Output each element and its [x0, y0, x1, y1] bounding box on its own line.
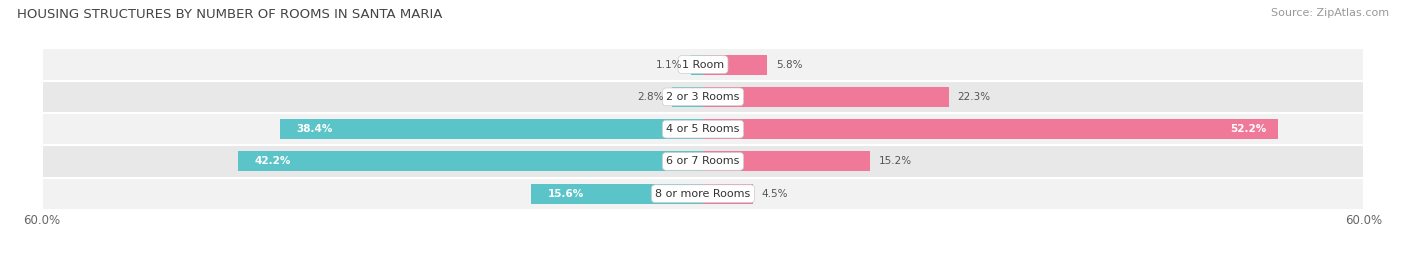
- Text: HOUSING STRUCTURES BY NUMBER OF ROOMS IN SANTA MARIA: HOUSING STRUCTURES BY NUMBER OF ROOMS IN…: [17, 8, 443, 21]
- Bar: [703, 184, 752, 204]
- Text: 22.3%: 22.3%: [957, 92, 991, 102]
- Text: 2 or 3 Rooms: 2 or 3 Rooms: [666, 92, 740, 102]
- Bar: [703, 119, 1278, 139]
- Bar: [238, 151, 703, 171]
- Text: 5.8%: 5.8%: [776, 59, 803, 70]
- Bar: [42, 81, 1364, 113]
- Text: 42.2%: 42.2%: [254, 156, 291, 167]
- Text: 4 or 5 Rooms: 4 or 5 Rooms: [666, 124, 740, 134]
- Bar: [42, 113, 1364, 145]
- Bar: [672, 87, 703, 107]
- Bar: [42, 145, 1364, 178]
- Bar: [42, 178, 1364, 210]
- Bar: [531, 184, 703, 204]
- Bar: [280, 119, 703, 139]
- Text: 2.8%: 2.8%: [637, 92, 664, 102]
- Bar: [690, 55, 703, 75]
- Text: 1.1%: 1.1%: [655, 59, 682, 70]
- Text: 8 or more Rooms: 8 or more Rooms: [655, 189, 751, 199]
- Text: 15.6%: 15.6%: [548, 189, 583, 199]
- Text: 52.2%: 52.2%: [1230, 124, 1267, 134]
- Text: Source: ZipAtlas.com: Source: ZipAtlas.com: [1271, 8, 1389, 18]
- Text: 38.4%: 38.4%: [297, 124, 333, 134]
- Text: 15.2%: 15.2%: [879, 156, 912, 167]
- Bar: [42, 48, 1364, 81]
- Text: 6 or 7 Rooms: 6 or 7 Rooms: [666, 156, 740, 167]
- Text: 1 Room: 1 Room: [682, 59, 724, 70]
- Bar: [703, 151, 870, 171]
- Bar: [703, 55, 766, 75]
- Text: 4.5%: 4.5%: [762, 189, 787, 199]
- Bar: [703, 87, 949, 107]
